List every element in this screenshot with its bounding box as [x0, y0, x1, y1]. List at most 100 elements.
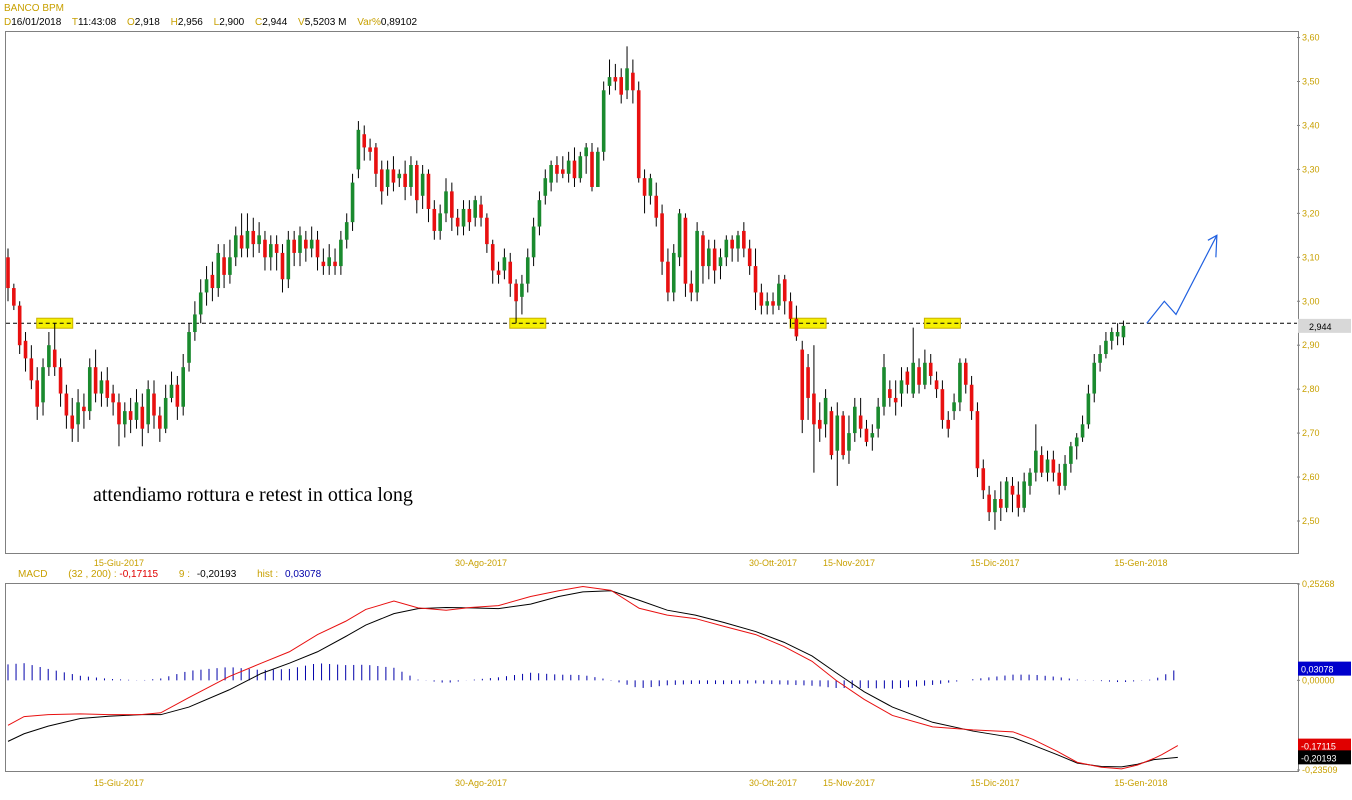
- candle: [239, 213, 244, 258]
- price-tick-label: 3,30: [1302, 164, 1320, 174]
- candle: [531, 217, 536, 267]
- candle: [158, 406, 162, 442]
- candle: [1010, 477, 1015, 513]
- candle: [210, 261, 215, 302]
- candle: [642, 169, 647, 214]
- price-chart-panel[interactable]: [5, 31, 1299, 554]
- price-tick-label: 3,50: [1302, 77, 1320, 87]
- ohlc-readout: D16/01/2018 T11:43:08 O2,918 H2,956 L2,9…: [4, 17, 425, 29]
- candle-body: [525, 257, 530, 284]
- candle: [391, 156, 396, 192]
- candle: [1045, 450, 1050, 482]
- candle: [800, 340, 805, 434]
- macd-line: [7, 586, 1179, 770]
- candle-body: [736, 235, 740, 249]
- candle-body: [1086, 393, 1091, 425]
- candle-body: [601, 90, 606, 152]
- candle-body: [572, 160, 577, 179]
- candle-body: [17, 305, 22, 346]
- candle-body: [82, 406, 86, 412]
- candle: [426, 169, 431, 223]
- candle-body: [245, 230, 250, 249]
- candle: [730, 235, 734, 262]
- candle-body: [1115, 332, 1120, 337]
- candle-body: [169, 384, 174, 398]
- candle: [362, 125, 367, 161]
- candle: [543, 169, 548, 205]
- candle-body: [403, 173, 407, 187]
- candle: [1022, 472, 1026, 513]
- candle: [736, 230, 740, 262]
- candle: [309, 226, 314, 258]
- candle-body: [198, 292, 203, 315]
- candle: [607, 59, 612, 95]
- candle-body: [105, 380, 110, 398]
- candle: [473, 195, 477, 227]
- candle: [70, 397, 75, 442]
- candle: [555, 156, 559, 183]
- candle: [759, 283, 764, 315]
- candle-body: [461, 208, 466, 227]
- candle: [777, 274, 781, 311]
- candle: [339, 230, 343, 275]
- candle: [613, 63, 618, 91]
- candle: [344, 213, 349, 249]
- candle: [578, 151, 583, 183]
- candle: [917, 358, 921, 394]
- candle: [537, 191, 542, 236]
- candle: [566, 151, 571, 183]
- candle: [666, 248, 670, 302]
- candle-body: [683, 217, 688, 284]
- candle-body: [771, 301, 775, 306]
- candle-body: [555, 165, 559, 174]
- candle: [111, 384, 115, 416]
- macd-tick-label: -0,23509: [1302, 765, 1338, 775]
- candle-body: [631, 72, 635, 91]
- candle: [397, 169, 402, 187]
- candle-body: [1039, 455, 1044, 473]
- candle: [263, 230, 267, 271]
- candle: [829, 406, 834, 460]
- macd-date-tick-label: 30-Ago-2017: [455, 778, 507, 788]
- candle-body: [228, 257, 232, 275]
- candle: [292, 230, 296, 267]
- candle: [940, 380, 945, 429]
- field-label: L: [213, 17, 220, 28]
- candle: [58, 358, 63, 407]
- candle-body: [742, 230, 746, 249]
- candle-body: [882, 367, 886, 407]
- projection-arrowhead: [1207, 234, 1218, 258]
- candle: [333, 248, 337, 275]
- candle: [689, 270, 694, 302]
- candle-body: [93, 367, 98, 394]
- macd-date-tick-label: 15-Nov-2017: [823, 778, 875, 788]
- candle-body: [274, 244, 279, 253]
- macd-date-tick-label: 15-Dic-2017: [970, 778, 1019, 788]
- candle-body: [420, 173, 425, 196]
- candle: [888, 380, 892, 407]
- candle: [280, 244, 285, 293]
- date-tick-label: 15-Gen-2018: [1114, 558, 1167, 568]
- candle-body: [467, 208, 472, 223]
- open-value: 2,918: [134, 17, 160, 28]
- macd-panel[interactable]: [5, 583, 1299, 772]
- high-value: 2,956: [177, 17, 203, 28]
- candle-body: [485, 217, 489, 245]
- candle: [327, 244, 331, 275]
- candle-body: [87, 367, 92, 412]
- price-tick-label: 2,80: [1302, 384, 1320, 394]
- candle: [724, 235, 729, 267]
- candle-body: [829, 411, 834, 456]
- candle-body: [128, 411, 133, 420]
- projection-arrow: [1146, 235, 1218, 324]
- candle: [379, 160, 384, 205]
- candle: [981, 459, 986, 500]
- last-price-label: 2,944: [1309, 322, 1332, 332]
- candle-body: [934, 380, 939, 390]
- candle-body: [47, 345, 51, 368]
- candle-body: [753, 266, 758, 293]
- candle: [444, 178, 448, 223]
- candle-body: [1045, 459, 1050, 473]
- candle: [1034, 424, 1038, 482]
- candle: [934, 371, 939, 398]
